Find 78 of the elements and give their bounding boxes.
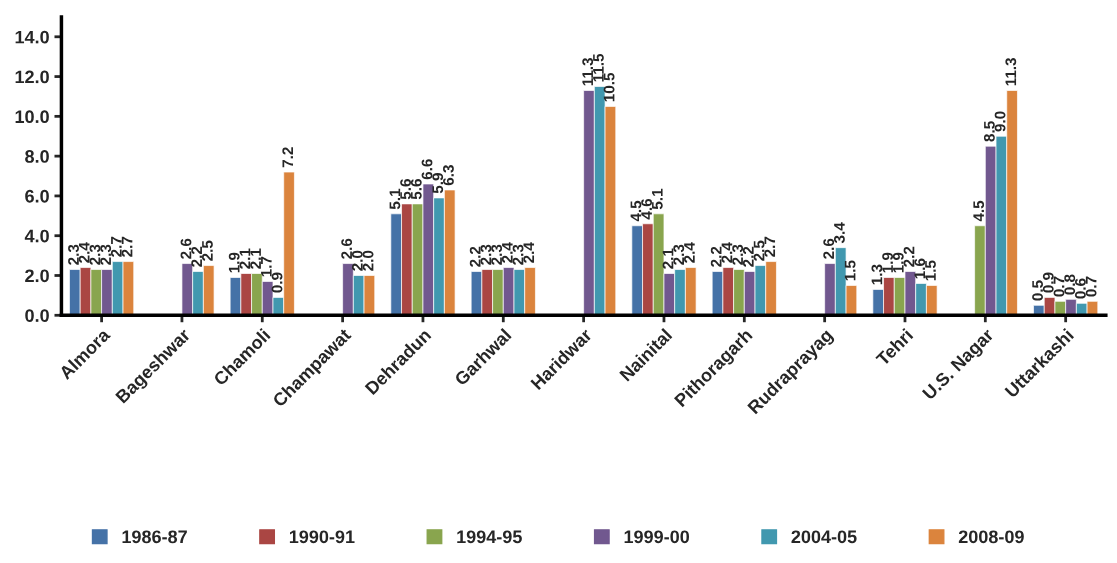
data-label: 1.9 <box>228 252 240 273</box>
data-label: 2.4 <box>78 242 90 263</box>
data-label: 2.4 <box>684 242 695 263</box>
data-label: 2.4 <box>523 242 535 263</box>
data-label: 3.4 <box>834 222 845 244</box>
data-label: 2.1 <box>662 248 674 269</box>
data-label: 0.7 <box>1085 276 1097 297</box>
data-label: 2.4 <box>501 242 513 263</box>
data-label: 0.5 <box>1032 280 1043 301</box>
data-label: 2.2 <box>903 246 915 267</box>
legend-label: 2004-05 <box>791 530 857 544</box>
data-label: 2.3 <box>100 244 112 265</box>
data-label: 2.6 <box>341 238 353 259</box>
data-label: 1.5 <box>844 260 856 281</box>
data-label: 1.6 <box>914 258 926 279</box>
data-label: 0.8 <box>1064 274 1076 295</box>
data-label: 0.6 <box>1075 278 1086 299</box>
data-label: 2.1 <box>250 248 261 269</box>
data-label: 0.9 <box>271 272 283 293</box>
data-label: 2.4 <box>721 242 733 263</box>
y-tick-label: 14.0 <box>15 30 49 44</box>
data-label: 5.1 <box>652 188 663 210</box>
data-label: 2.2 <box>710 246 722 267</box>
data-label: 2.1 <box>239 248 251 269</box>
data-label: 5.6 <box>410 179 422 200</box>
data-label: 9.0 <box>994 111 1006 132</box>
data-label: 4.6 <box>641 198 652 220</box>
legend-label: 1999-00 <box>624 530 690 544</box>
data-label: 4.5 <box>973 200 985 222</box>
data-label: 1.9 <box>882 252 894 273</box>
data-label: 2.2 <box>742 246 754 267</box>
data-label: 2.3 <box>89 244 101 265</box>
data-label: 1.3 <box>871 264 883 285</box>
y-tick-label: 10.0 <box>15 110 49 124</box>
legend-label: 1986-87 <box>122 530 187 544</box>
data-label: 1.7 <box>261 256 272 277</box>
data-label: 2.6 <box>180 238 192 259</box>
data-label: 5.9 <box>432 173 444 194</box>
data-label: 2.3 <box>512 244 524 265</box>
data-label: 11.3 <box>1005 57 1017 86</box>
data-label: 2.3 <box>68 244 79 265</box>
data-label: 2.6 <box>823 238 835 259</box>
y-tick-label: 12.0 <box>15 70 49 84</box>
data-label: 0.7 <box>1053 276 1065 297</box>
data-label: 2.3 <box>480 244 492 265</box>
data-label: 2.7 <box>110 236 122 257</box>
y-tick-label: 0.0 <box>25 309 49 322</box>
data-label: 2.3 <box>491 244 503 265</box>
y-tick-label: 4.0 <box>24 229 49 243</box>
data-label: 2.3 <box>673 244 685 265</box>
data-label: 11.3 <box>582 57 594 86</box>
data-label: 2.7 <box>764 236 776 257</box>
data-label: 5.6 <box>400 179 411 200</box>
data-label: 10.5 <box>603 72 615 102</box>
data-label: 2.2 <box>469 246 481 267</box>
legend-label: 1990-91 <box>289 530 355 544</box>
data-label: 0.9 <box>1042 272 1054 293</box>
data-label: 8.5 <box>983 121 995 142</box>
data-label: 2.3 <box>732 244 744 265</box>
data-label: 6.6 <box>421 159 433 180</box>
data-label: 2.0 <box>362 250 374 271</box>
data-label: 11.5 <box>593 53 604 82</box>
data-label: 2.2 <box>191 246 202 267</box>
data-label: 2.5 <box>753 240 765 261</box>
legend-label: 2008-09 <box>958 530 1024 544</box>
y-tick-label: 2.0 <box>25 269 49 283</box>
data-label: 4.5 <box>630 200 642 222</box>
data-label: 6.3 <box>443 165 454 186</box>
y-tick-label: 6.0 <box>25 189 49 203</box>
data-label: 2.5 <box>202 240 213 261</box>
y-tick-label: 8.0 <box>25 150 49 163</box>
legend-label: 1994-95 <box>457 530 522 544</box>
data-label: 2.7 <box>121 236 133 257</box>
data-label: 7.2 <box>282 147 294 168</box>
data-label: 1.5 <box>925 260 936 281</box>
data-label: 1.9 <box>892 252 904 273</box>
data-label: 2.0 <box>351 250 363 271</box>
data-label: 5.1 <box>389 188 401 210</box>
